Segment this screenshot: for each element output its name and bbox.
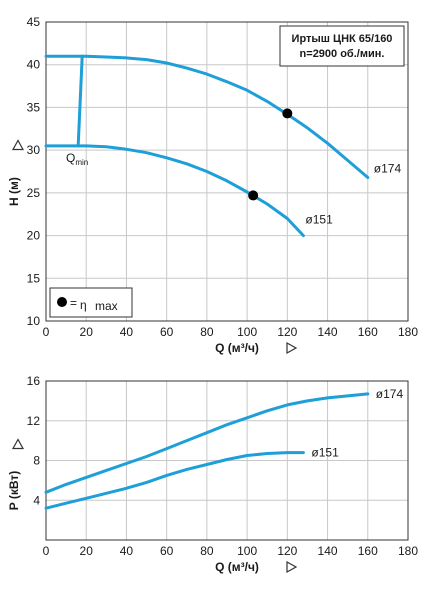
- legend-equals: =: [70, 296, 77, 310]
- qmin-line: [76, 54, 84, 148]
- legend-eta: η: [80, 298, 87, 312]
- series-end-label: ø174: [374, 161, 402, 175]
- x-tick-label: 60: [160, 544, 174, 558]
- x-tick-label: 160: [358, 544, 378, 558]
- x-tick-label: 40: [120, 325, 134, 339]
- plot-frame: [45, 380, 409, 541]
- series-end-label: ø151: [311, 446, 339, 460]
- chart-head: 0 20 40 60 80 100 120 140 160 180 10 15 20 25 30 35 40 45…: [7, 15, 418, 355]
- y-axis-label: H (м): [7, 177, 21, 206]
- series-end-label: ø174: [376, 387, 404, 401]
- x-tick-label: 120: [277, 544, 297, 558]
- y-tick-label: 45: [27, 15, 41, 29]
- y-arrow-icon: [11, 139, 25, 151]
- x-tick-label: 0: [43, 325, 50, 339]
- series-line-d151: [44, 144, 305, 238]
- x-tick-label: 180: [398, 325, 418, 339]
- x-axis-label: Q (м³/ч): [215, 560, 259, 574]
- x-arrow-icon: [286, 560, 298, 574]
- info-box-model: Иртыш ЦНК 65/160: [292, 33, 393, 45]
- x-tick-label: 180: [398, 544, 418, 558]
- x-tick-label: 40: [120, 544, 134, 558]
- qmin-label: Qmin: [66, 151, 88, 167]
- qmin-label-sub: min: [75, 158, 88, 167]
- legend-marker: [57, 297, 67, 307]
- series-end-label: ø151: [305, 213, 333, 227]
- x-tick-label: 60: [160, 325, 174, 339]
- y-tick-label: 12: [27, 414, 41, 428]
- y-tick-label: 40: [27, 58, 41, 72]
- x-tick-label: 120: [277, 325, 297, 339]
- y-tick-label: 35: [27, 100, 41, 114]
- info-box: [279, 25, 405, 67]
- x-tick-label: 20: [80, 544, 94, 558]
- bep-marker: [282, 108, 293, 119]
- x-tick-label: 160: [358, 325, 378, 339]
- chart-power: 0 20 40 60 80 100 120 140 160 180 4 8 12 16 Q (м³/ч) P …: [7, 374, 418, 574]
- bep-marker: [248, 190, 259, 201]
- x-tick-label: 80: [200, 544, 214, 558]
- y-tick-label: 25: [27, 186, 41, 200]
- y-tick-label: 15: [27, 271, 41, 285]
- plot-frame: [45, 21, 409, 322]
- y-arrow-icon: [11, 438, 25, 450]
- x-tick-label: 20: [80, 325, 94, 339]
- info-box-speed: n=2900 об./мин.: [300, 48, 385, 60]
- x-tick-label: 100: [237, 544, 257, 558]
- y-tick-label: 20: [27, 229, 41, 243]
- series-line-d174: [44, 54, 370, 179]
- x-tick-label: 0: [43, 544, 50, 558]
- y-tick-label: 8: [33, 454, 40, 468]
- y-tick-label: 16: [27, 374, 41, 388]
- x-tick-label: 140: [318, 325, 338, 339]
- x-tick-label: 80: [200, 325, 214, 339]
- legend-eta-sub: max: [95, 299, 118, 313]
- y-axis-label: P (кВт): [7, 471, 21, 511]
- x-tick-label: 100: [237, 325, 257, 339]
- x-arrow-icon: [286, 341, 298, 355]
- x-tick-label: 140: [318, 544, 338, 558]
- x-axis-label: Q (м³/ч): [215, 341, 259, 355]
- y-tick-label: 10: [27, 314, 41, 328]
- series-line-d174: [44, 392, 370, 494]
- y-tick-label: 4: [33, 493, 40, 507]
- y-tick-label: 30: [27, 143, 41, 157]
- series-line-d151: [44, 451, 305, 510]
